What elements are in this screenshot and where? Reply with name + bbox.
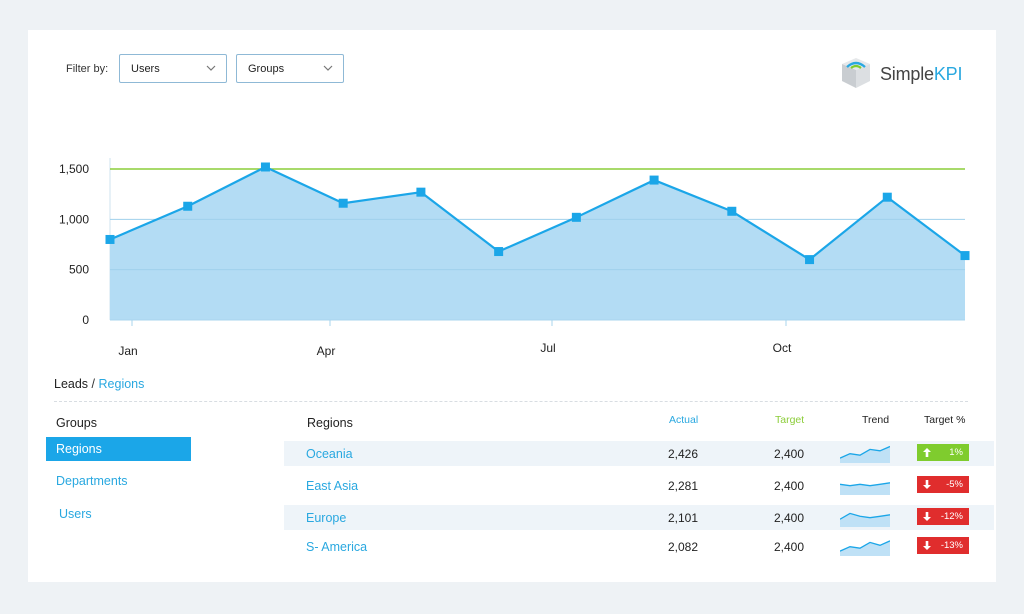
y-tick-label: 1,000 xyxy=(59,212,89,226)
target-pct-value: -12% xyxy=(940,511,963,522)
group-item-label: Users xyxy=(59,507,92,521)
leads-area-chart: 0 500 1,000 1,500 Jan Apr Jul Oct xyxy=(59,158,970,358)
regions-title: Regions xyxy=(307,416,353,430)
header-target: Target xyxy=(775,414,805,426)
table-row[interactable]: Europe 2,101 2,400 -12% xyxy=(284,505,994,530)
target-value: 2,400 xyxy=(774,540,805,554)
target-value: 2,400 xyxy=(774,511,805,525)
region-name[interactable]: Oceania xyxy=(306,447,353,461)
arrow-down-icon xyxy=(923,480,931,489)
group-item-departments[interactable]: Departments xyxy=(46,469,191,493)
divider xyxy=(54,401,968,402)
target-pct-badge: 1% xyxy=(917,444,969,461)
breadcrumb-current: Regions xyxy=(98,377,145,391)
table-row[interactable]: Oceania 2,426 2,400 1% xyxy=(284,441,994,466)
logo-text-simple: Simple xyxy=(880,64,934,84)
data-point xyxy=(805,255,815,265)
data-point xyxy=(960,251,970,261)
data-point xyxy=(727,206,737,216)
data-point xyxy=(649,175,659,185)
chevron-down-icon xyxy=(206,65,216,71)
actual-value: 2,426 xyxy=(668,447,699,461)
sparkline-line xyxy=(840,540,890,552)
group-item-users[interactable]: Users xyxy=(46,502,191,526)
users-dropdown[interactable]: Users xyxy=(119,54,227,83)
data-point xyxy=(183,201,193,211)
arrow-down-icon xyxy=(923,512,931,521)
target-pct-badge: -5% xyxy=(917,476,969,493)
breadcrumb: Leads / Regions xyxy=(54,377,144,391)
target-value: 2,400 xyxy=(774,447,805,461)
x-tick-label: Oct xyxy=(773,341,792,355)
x-tick-label: Jul xyxy=(540,341,555,355)
x-tick-label: Apr xyxy=(317,344,336,358)
actual-value: 2,281 xyxy=(668,479,699,493)
sparkline-line xyxy=(840,512,890,520)
data-point xyxy=(416,187,426,197)
actual-value: 2,082 xyxy=(668,540,699,554)
data-point xyxy=(260,162,270,172)
data-point xyxy=(338,198,348,208)
data-point xyxy=(494,247,504,257)
target-value: 2,400 xyxy=(774,479,805,493)
region-name[interactable]: Europe xyxy=(306,511,347,525)
series-area xyxy=(110,166,965,320)
users-dropdown-value: Users xyxy=(131,63,160,75)
target-pct-value: 1% xyxy=(949,447,963,458)
target-pct-badge: -13% xyxy=(917,537,969,554)
group-item-regions[interactable]: Regions xyxy=(46,437,191,461)
sparkline-line xyxy=(840,482,890,487)
series-line xyxy=(109,165,966,261)
group-item-label: Departments xyxy=(56,474,128,488)
table-row[interactable]: S- America 2,082 2,400 -13% xyxy=(284,534,994,559)
simplekpi-logo: SimpleKPI xyxy=(838,54,978,94)
dashboard-card: Filter by: Users Groups SimpleKPI 0 500 1,… xyxy=(28,30,996,582)
breadcrumb-separator: / xyxy=(91,377,96,391)
region-name[interactable]: S- America xyxy=(306,540,368,554)
sparkline-line xyxy=(840,445,890,459)
trend-sparkline xyxy=(840,445,890,463)
header-target-pct: Target % xyxy=(924,414,966,426)
arrow-down-icon xyxy=(923,541,931,550)
chevron-down-icon xyxy=(323,65,333,71)
target-pct-value: -5% xyxy=(946,479,963,490)
data-point xyxy=(882,192,892,202)
data-point xyxy=(105,234,115,244)
groups-dropdown-value: Groups xyxy=(248,63,285,75)
data-point xyxy=(571,212,581,222)
y-tick-label: 0 xyxy=(82,313,89,327)
logo-text: SimpleKPI xyxy=(880,64,962,85)
arrow-up-icon xyxy=(923,448,931,457)
cube-logo-icon xyxy=(842,58,870,88)
group-item-label: Regions xyxy=(56,442,102,456)
trend-sparkline xyxy=(840,512,890,527)
trend-sparkline xyxy=(840,482,890,495)
target-pct-value: -13% xyxy=(940,540,963,551)
groups-title: Groups xyxy=(56,416,97,430)
header-trend: Trend xyxy=(862,414,890,426)
x-tick-label: Jan xyxy=(118,344,137,358)
logo-text-kpi: KPI xyxy=(933,64,963,84)
filter-label: Filter by: xyxy=(66,63,109,75)
table-row[interactable]: East Asia 2,281 2,400 -5% xyxy=(284,473,994,498)
actual-value: 2,101 xyxy=(668,511,699,525)
groups-dropdown[interactable]: Groups xyxy=(236,54,344,83)
breadcrumb-root[interactable]: Leads xyxy=(54,377,89,391)
header-actual: Actual xyxy=(669,414,699,426)
y-tick-label: 1,500 xyxy=(59,162,89,176)
y-tick-label: 500 xyxy=(69,263,89,277)
trend-sparkline xyxy=(840,540,890,556)
target-pct-badge: -12% xyxy=(917,508,969,525)
region-name[interactable]: East Asia xyxy=(306,479,359,493)
